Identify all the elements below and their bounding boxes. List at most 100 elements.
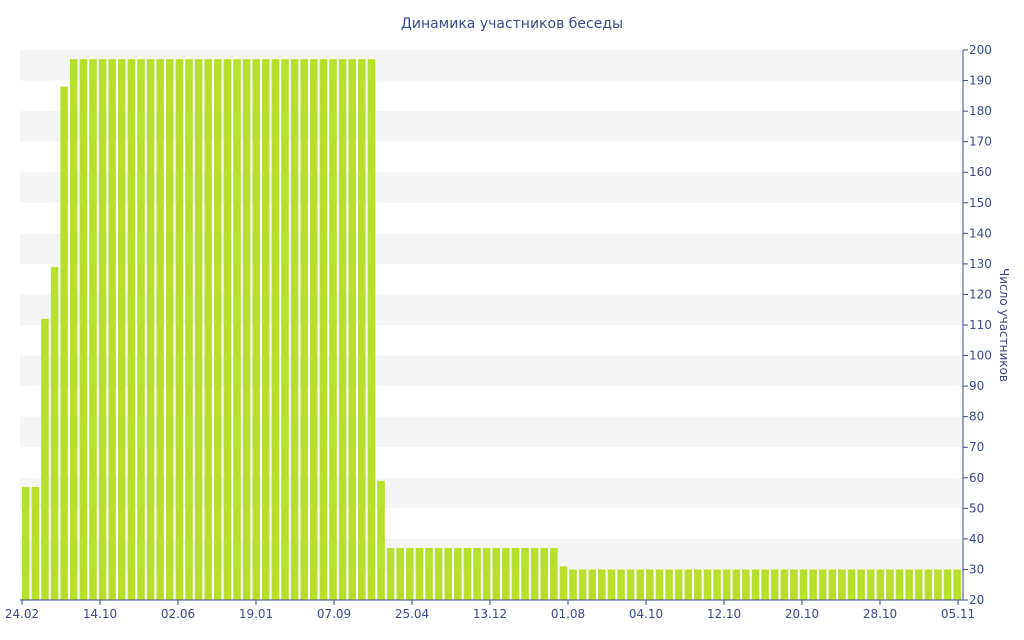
x-tick-label: 02.06 [161, 607, 195, 621]
bar [204, 59, 212, 601]
x-tick-label: 01.08 [551, 607, 585, 621]
bar [502, 548, 510, 600]
bar [444, 548, 452, 600]
y-tick-label: 30 [969, 562, 984, 576]
x-tick-label: 25.04 [395, 607, 429, 621]
y-tick-label: 180 [969, 104, 992, 118]
bar [348, 59, 356, 601]
bar [377, 480, 385, 600]
bar [482, 548, 491, 600]
bar [367, 59, 376, 601]
y-tick-label: 20 [969, 593, 984, 607]
bar [338, 59, 347, 601]
bar [108, 59, 116, 601]
bar [588, 569, 597, 600]
y-tick-label: 60 [969, 471, 984, 485]
x-tick-label: 20.10 [785, 607, 819, 621]
bar [146, 59, 155, 601]
bar [358, 59, 366, 601]
bar [799, 569, 808, 600]
x-tick-label: 24.02 [5, 607, 39, 621]
bar [166, 59, 174, 601]
bar [127, 59, 136, 601]
bar [617, 569, 625, 600]
y-tick-label: 80 [969, 410, 984, 424]
bar [329, 59, 337, 601]
x-tick-label: 07.09 [317, 607, 351, 621]
bar [233, 59, 241, 601]
bar [943, 569, 952, 600]
bar [214, 59, 222, 601]
bar [694, 569, 702, 600]
x-tick-label: 28.10 [863, 607, 897, 621]
y-tick-label: 200 [969, 43, 992, 57]
x-axis: 24.02 14.10 02.06 19.01 07.09 25.04 13.12 01.08… [5, 599, 975, 621]
bar [262, 59, 270, 601]
bar [118, 59, 126, 601]
bar [569, 569, 577, 600]
bar [194, 59, 203, 601]
x-tick-label: 05.11 [941, 607, 975, 621]
bar [828, 569, 837, 600]
bar [809, 569, 817, 600]
bar [252, 59, 260, 601]
bar [406, 548, 414, 600]
x-tick-label: 14.10 [83, 607, 117, 621]
bar [559, 566, 568, 600]
bar [636, 569, 645, 600]
bar [838, 569, 846, 600]
bar [626, 569, 635, 600]
bar [415, 548, 424, 600]
bar [722, 569, 731, 600]
bar [713, 569, 721, 600]
bar [463, 548, 472, 600]
bar [703, 569, 712, 600]
bar [386, 548, 395, 600]
bar [790, 569, 798, 600]
bar [300, 59, 308, 601]
y-axis-label: Число участников [997, 268, 1011, 382]
bars [22, 59, 961, 601]
bar [98, 59, 107, 601]
bar [732, 569, 741, 600]
bar [31, 486, 40, 600]
bar [521, 548, 529, 600]
bar [540, 548, 548, 600]
bar [598, 569, 606, 600]
x-tick-label: 13.12 [473, 607, 507, 621]
bar [271, 59, 280, 601]
bar [655, 569, 664, 600]
x-tick-label: 12.10 [707, 607, 741, 621]
y-tick-label: 160 [969, 165, 992, 179]
bar [953, 569, 961, 600]
bar [70, 59, 78, 601]
y-tick-label: 90 [969, 379, 984, 393]
bar [847, 569, 856, 600]
bar [742, 569, 750, 600]
y-tick-label: 40 [969, 532, 984, 546]
y-axis: 20 30 40 50 60 70 80 90 100 110 120 130 140 150 160 170… [962, 43, 992, 607]
bar [866, 569, 875, 600]
y-tick-label: 110 [969, 318, 992, 332]
bar [751, 569, 760, 600]
bar [770, 569, 779, 600]
bar [434, 548, 443, 600]
bar [780, 569, 789, 600]
y-tick-label: 140 [969, 226, 992, 240]
bar [886, 569, 894, 600]
y-tick-label: 150 [969, 196, 992, 210]
y-tick-label: 50 [969, 501, 984, 515]
bar [511, 548, 520, 600]
bar [425, 548, 433, 600]
x-tick-label: 04.10 [629, 607, 663, 621]
bar [281, 59, 289, 601]
bar [530, 548, 539, 600]
bar [22, 486, 30, 600]
bar [185, 59, 193, 601]
bar [454, 548, 462, 600]
bar [684, 569, 693, 600]
bar [914, 569, 923, 600]
y-tick-label: 190 [969, 74, 992, 88]
bar [60, 86, 68, 601]
